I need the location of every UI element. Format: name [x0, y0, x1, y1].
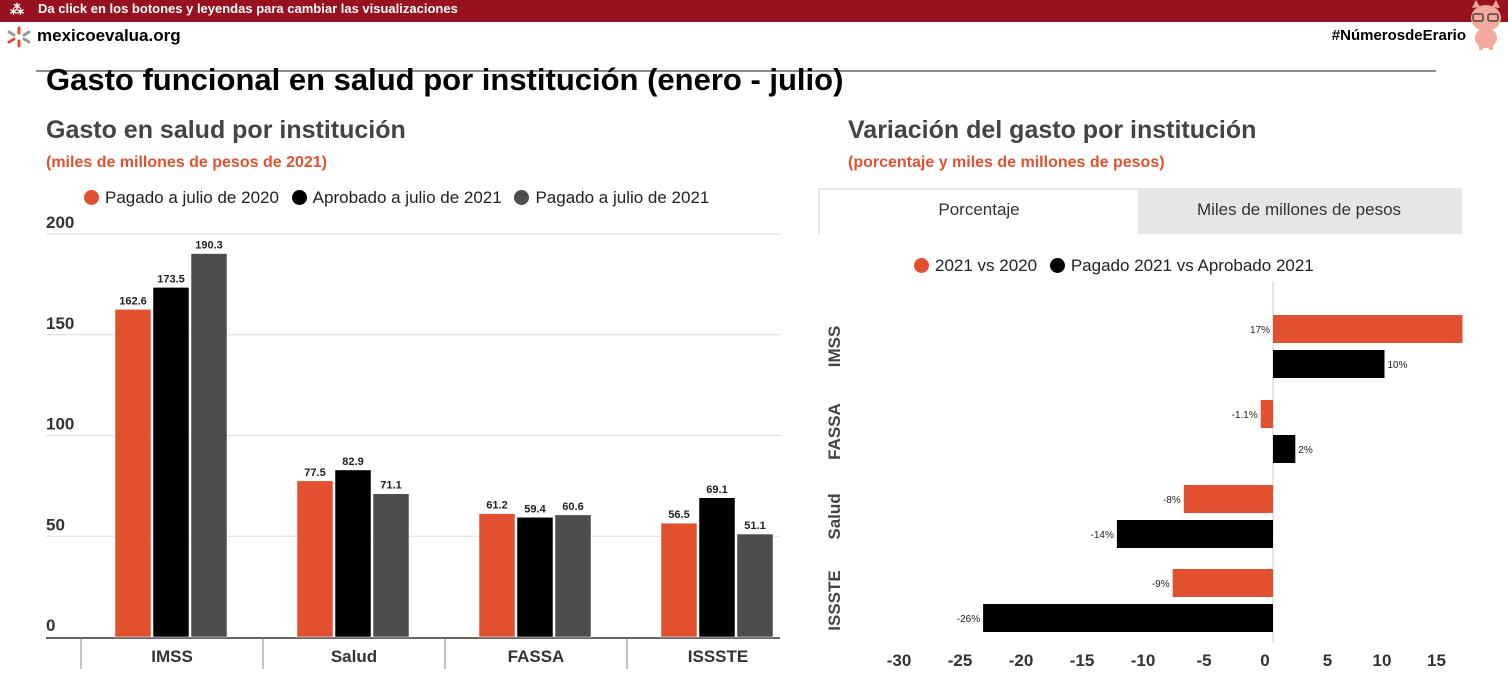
- legend-item-aprobado-2021[interactable]: Aprobado a julio de 2021: [291, 188, 502, 208]
- x-tick-label: -20: [1009, 651, 1034, 670]
- data-label: 61.2: [486, 500, 507, 512]
- hbar-fassa-0: [1260, 400, 1273, 428]
- grouped-bar-chart: 0 50 100 150 200 IMSS 162.6 173.5 190.3 Salud 77.5…: [46, 213, 780, 669]
- y-tick-label: FASSA: [825, 403, 844, 460]
- legend-item-pagado-vs-aprobado[interactable]: Pagado 2021 vs Aprobado 2021: [1049, 256, 1314, 276]
- bar-issste-0: [660, 522, 698, 638]
- data-label: -1.1%: [1232, 410, 1258, 421]
- bar-imss-0: [114, 309, 152, 638]
- x-tick-label: 5: [1323, 651, 1332, 670]
- bar-issste-2: [736, 533, 774, 638]
- data-label: -14%: [1091, 530, 1114, 541]
- x-tick-label: -30: [887, 651, 912, 670]
- data-label: 77.5: [304, 467, 325, 479]
- right-legend[interactable]: 2021 vs 2020 Pagado 2021 vs Aprobado 202…: [914, 256, 1322, 276]
- legend-label: Pagado a julio de 2021: [535, 188, 710, 207]
- right-chart-subtitle: (porcentaje y miles de millones de pesos…: [848, 154, 1165, 171]
- y-tick-label: 50: [46, 515, 65, 534]
- mexicoevalua-logo-icon: [7, 26, 31, 48]
- legend-item-pagado-2021[interactable]: Pagado a julio de 2021: [514, 188, 709, 208]
- hbar-fassa-1: [1273, 435, 1296, 463]
- page-title: Gasto funcional en salud por institución…: [46, 62, 844, 97]
- legend-item-2021-vs-2020[interactable]: 2021 vs 2020: [914, 256, 1037, 276]
- x-tick-label: 0: [1260, 651, 1269, 670]
- legend-label: 2021 vs 2020: [935, 256, 1038, 275]
- data-label: 71.1: [380, 480, 401, 492]
- bar-issste-1: [698, 497, 736, 638]
- x-tick-label: -25: [948, 651, 973, 670]
- bar-fassa-1: [516, 517, 554, 638]
- bar-salud-1: [334, 469, 372, 638]
- legend-label: Pagado a julio de 2020: [105, 188, 279, 207]
- left-chart-title: Gasto en salud por institución: [46, 116, 406, 144]
- y-tick-label: IMSS: [825, 326, 844, 368]
- hbar-salud-1: [1116, 520, 1273, 548]
- x-tick-label: -15: [1070, 651, 1095, 670]
- brand-name: mexicoevalua.org: [37, 26, 181, 45]
- y-tick-label: 0: [46, 616, 55, 635]
- x-tick-label: FASSA: [508, 647, 565, 666]
- hbar-issste-1: [983, 604, 1273, 632]
- legend-dot: [514, 190, 530, 205]
- view-tabs: Porcentaje Miles de millones de pesos: [818, 188, 1462, 234]
- data-label: 56.5: [668, 509, 689, 521]
- data-label: 190.3: [195, 240, 223, 252]
- bar-fassa-2: [554, 514, 592, 638]
- banner-text: Da click en los botones y leyendas para …: [38, 1, 458, 16]
- data-label: 60.6: [562, 501, 583, 513]
- legend-item-pagado-2020[interactable]: Pagado a julio de 2020: [84, 188, 279, 208]
- hbar-issste-0: [1172, 569, 1273, 597]
- data-label: -26%: [957, 614, 980, 625]
- legend-label: Pagado 2021 vs Aprobado 2021: [1070, 256, 1314, 275]
- instruction-banner: ⁂ Da click en los botones y leyendas par…: [0, 0, 1508, 22]
- data-label: 17%: [1250, 325, 1270, 336]
- hbar-imss-1: [1273, 350, 1385, 378]
- right-chart-title: Variación del gasto por institución: [848, 116, 1257, 144]
- brand-row: mexicoevalua.org #NúmerosdeErario: [0, 0, 1508, 72]
- bar-fassa-0: [478, 513, 516, 638]
- y-tick-label: ISSSTE: [825, 570, 844, 630]
- bar-imss-1: [152, 287, 190, 638]
- data-label: 82.9: [342, 456, 363, 468]
- hbar-salud-0: [1183, 485, 1273, 513]
- legend-dot: [291, 190, 307, 205]
- y-tick-label: 100: [46, 415, 74, 434]
- x-tick-label: -10: [1131, 651, 1156, 670]
- x-tick-label: Salud: [331, 647, 377, 666]
- legend-label: Aprobado a julio de 2021: [312, 188, 502, 207]
- x-tick-label: -5: [1196, 651, 1211, 670]
- legend-dot: [914, 258, 929, 273]
- data-label: 2%: [1298, 445, 1313, 456]
- click-cursor-icon: ⁂: [10, 1, 24, 17]
- data-label: 51.1: [744, 520, 765, 532]
- data-label: -9%: [1152, 579, 1170, 590]
- x-tick-label: 15: [1427, 651, 1446, 670]
- data-label: -8%: [1163, 495, 1181, 506]
- data-label: 173.5: [157, 273, 185, 285]
- bar-salud-2: [372, 493, 410, 638]
- bar-salud-0: [296, 480, 334, 638]
- y-tick-label: Salud: [825, 493, 844, 539]
- left-chart-subtitle: (miles de millones de pesos de 2021): [46, 154, 327, 171]
- brand-divider: [36, 70, 1436, 72]
- data-label: 59.4: [524, 503, 546, 515]
- pig-mascot-icon: [1471, 0, 1501, 50]
- x-tick-label: 10: [1373, 651, 1392, 670]
- data-label: 69.1: [706, 484, 727, 496]
- tab-miles-de-millones[interactable]: Miles de millones de pesos: [1196, 200, 1402, 219]
- hbar-imss-0: [1273, 315, 1463, 343]
- tab-porcentaje[interactable]: Porcentaje: [820, 190, 1138, 234]
- x-tick-label: IMSS: [151, 647, 193, 666]
- x-tick-label: ISSSTE: [688, 647, 748, 666]
- left-legend[interactable]: Pagado a julio de 2020 Aprobado a julio …: [84, 188, 717, 208]
- y-tick-label: 200: [46, 213, 74, 232]
- y-tick-label: 150: [46, 314, 74, 333]
- hashtag: #NúmerosdeErario: [1331, 27, 1466, 44]
- bar-imss-2: [190, 253, 228, 638]
- legend-dot: [1049, 258, 1065, 273]
- data-label: 10%: [1388, 360, 1408, 371]
- legend-dot: [84, 190, 99, 205]
- data-label: 162.6: [119, 295, 147, 307]
